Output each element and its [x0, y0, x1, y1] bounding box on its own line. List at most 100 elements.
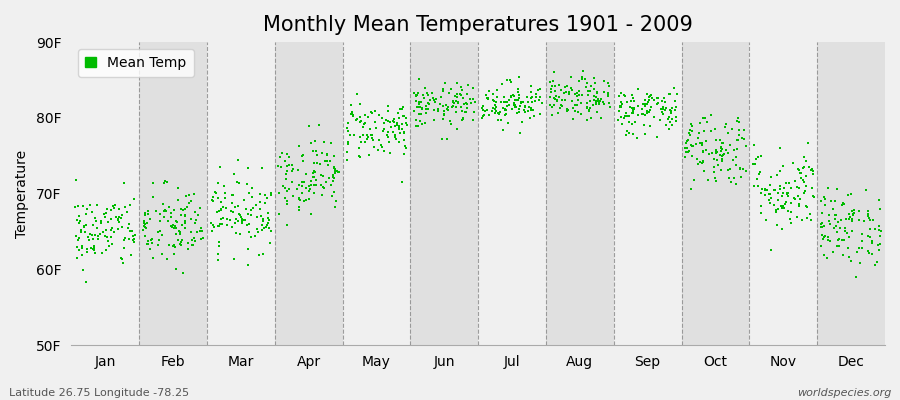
Point [628, 119, 643, 125]
Point [187, 191, 202, 197]
Point [546, 78, 561, 84]
Point [328, 204, 342, 210]
Point [768, 186, 782, 193]
Point [531, 97, 545, 104]
Point [707, 168, 722, 175]
Point [842, 254, 857, 261]
Point [426, 94, 440, 101]
Point [643, 107, 657, 113]
Point [500, 103, 514, 109]
Point [461, 82, 475, 88]
Point [793, 196, 807, 202]
Point [295, 153, 310, 159]
Point [738, 168, 752, 174]
Point [861, 232, 876, 239]
Point [332, 169, 347, 176]
Point [212, 257, 226, 263]
Point [180, 204, 194, 210]
Point [171, 227, 185, 234]
Point [233, 212, 248, 219]
Point [320, 152, 334, 158]
Point [228, 204, 242, 210]
Point [428, 116, 442, 123]
Point [754, 189, 769, 196]
Point [164, 210, 178, 216]
Point [685, 128, 699, 134]
Point [481, 96, 495, 102]
Point [830, 186, 844, 193]
Point [340, 125, 355, 131]
Point [194, 228, 209, 234]
Point [255, 221, 269, 228]
Point [685, 143, 699, 150]
Bar [478, 42, 546, 345]
Point [522, 104, 536, 110]
Point [626, 131, 640, 137]
Point [293, 197, 308, 204]
Point [836, 200, 850, 206]
Point [529, 94, 544, 100]
Bar [817, 42, 885, 345]
Point [280, 168, 294, 174]
Point [781, 192, 796, 199]
Point [873, 233, 887, 240]
Point [271, 162, 285, 169]
Bar [546, 42, 614, 345]
Point [580, 80, 594, 86]
Point [412, 99, 427, 105]
Point [612, 93, 626, 100]
Point [788, 196, 802, 202]
Point [220, 222, 234, 228]
Point [158, 180, 172, 186]
Point [510, 96, 525, 103]
Point [802, 164, 816, 171]
Point [789, 214, 804, 220]
Point [825, 248, 840, 255]
Point [493, 99, 508, 105]
Point [397, 129, 411, 135]
Point [354, 154, 368, 160]
Point [168, 223, 183, 229]
Point [193, 204, 207, 211]
Point [256, 225, 271, 232]
Point [512, 95, 526, 101]
Point [861, 250, 876, 256]
Point [226, 209, 240, 215]
Point [497, 94, 511, 100]
Point [346, 112, 360, 118]
Point [89, 225, 104, 232]
Point [558, 97, 572, 104]
Point [692, 140, 706, 146]
Point [454, 104, 469, 110]
Point [651, 95, 665, 101]
Point [613, 104, 627, 110]
Point [488, 106, 502, 112]
Point [364, 125, 378, 132]
Point [176, 206, 190, 213]
Point [364, 132, 379, 138]
Point [589, 94, 603, 100]
Point [343, 132, 357, 138]
Point [679, 145, 693, 152]
Point [762, 182, 777, 188]
Point [626, 105, 640, 112]
Point [164, 214, 178, 220]
Point [797, 164, 812, 170]
Point [158, 208, 173, 214]
Point [146, 254, 160, 261]
Point [696, 115, 710, 121]
Point [582, 88, 597, 94]
Point [840, 229, 854, 236]
Point [174, 242, 188, 248]
Point [213, 221, 228, 228]
Point [118, 235, 132, 242]
Point [295, 179, 310, 185]
Point [525, 94, 539, 100]
Point [421, 92, 436, 98]
Point [306, 169, 320, 176]
Point [684, 153, 698, 160]
Point [257, 200, 272, 206]
Point [787, 195, 801, 202]
Point [566, 105, 580, 111]
Point [255, 164, 269, 171]
